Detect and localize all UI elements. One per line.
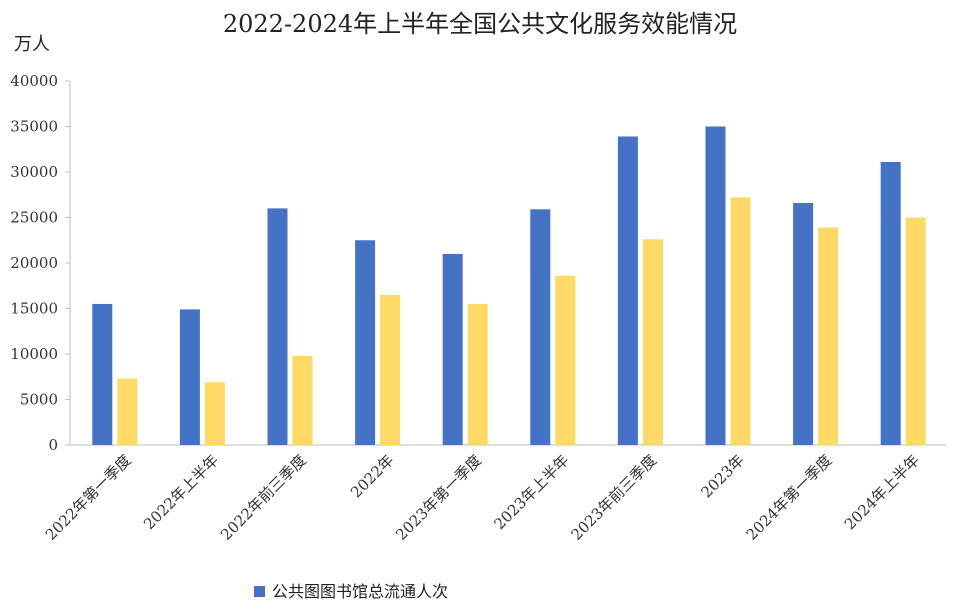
bar-series-1-2024年第一季度 <box>793 202 814 445</box>
x-category-label: 2024年第一季度 <box>743 451 836 544</box>
bar-series-1-2023年前三季度 <box>617 136 638 445</box>
bar-series-2-2023年前三季度 <box>642 239 663 445</box>
chart-title: 2022-2024年上半年全国公共文化服务效能情况 <box>223 10 737 38</box>
y-tick-label: 5000 <box>20 391 58 409</box>
y-axis-ticks: 0 5000 10000 15000 20000 25000 30000 35000 40000 <box>10 72 70 454</box>
legend: 公共图图书馆总流通人次 <box>254 582 448 601</box>
x-category-label: 2022年前三季度 <box>217 451 310 544</box>
y-tick-label: 10000 <box>10 345 58 363</box>
bar-series-2-2024年上半年 <box>905 217 926 445</box>
legend-label-series-1: 公共图图书馆总流通人次 <box>272 582 448 601</box>
bar-series-2-2024年第一季度 <box>818 227 839 445</box>
bar-series-2-2023年上半年 <box>555 275 576 445</box>
y-tick-label: 20000 <box>10 254 58 272</box>
y-tick-label: 40000 <box>10 72 58 90</box>
x-category-label: 2024年上半年 <box>841 451 923 533</box>
bar-series-1-2022年前三季度 <box>267 208 288 445</box>
bar-series-1-2022年上半年 <box>179 309 200 445</box>
bar-series-2-2023年第一季度 <box>467 303 488 445</box>
bar-series-2-2022年前三季度 <box>292 355 313 445</box>
x-category-label: 2023年 <box>697 451 747 501</box>
axes <box>69 81 946 446</box>
bar-series-2-2022年 <box>380 294 401 445</box>
y-tick-label: 30000 <box>10 163 58 181</box>
x-category-label: 2023年上半年 <box>490 451 572 533</box>
bar-series-2-2023年 <box>730 197 751 445</box>
y-axis-unit-label: 万人 <box>14 34 50 55</box>
bar-series-1-2023年第一季度 <box>442 253 463 445</box>
y-tick-label: 25000 <box>10 209 58 227</box>
bar-series-1-2023年 <box>705 126 726 445</box>
x-category-label: 2022年上半年 <box>140 451 222 533</box>
bars <box>92 126 926 446</box>
y-tick-label: 15000 <box>10 300 58 318</box>
bar-series-1-2022年 <box>355 240 376 445</box>
bar-series-1-2024年上半年 <box>880 161 901 446</box>
bar-series-1-2022年第一季度 <box>92 303 113 445</box>
x-category-label: 2022年 <box>347 451 397 501</box>
bar-series-2-2022年上半年 <box>204 382 225 445</box>
x-category-label: 2023年前三季度 <box>567 451 660 544</box>
x-category-label: 2023年第一季度 <box>392 451 485 544</box>
y-tick-label: 0 <box>48 436 58 454</box>
bar-series-2-2022年第一季度 <box>117 378 138 445</box>
bar-series-1-2023年上半年 <box>530 209 551 445</box>
y-tick-label: 35000 <box>10 118 58 136</box>
legend-swatch-series-1 <box>254 586 265 597</box>
x-category-label: 2022年第一季度 <box>42 451 135 544</box>
